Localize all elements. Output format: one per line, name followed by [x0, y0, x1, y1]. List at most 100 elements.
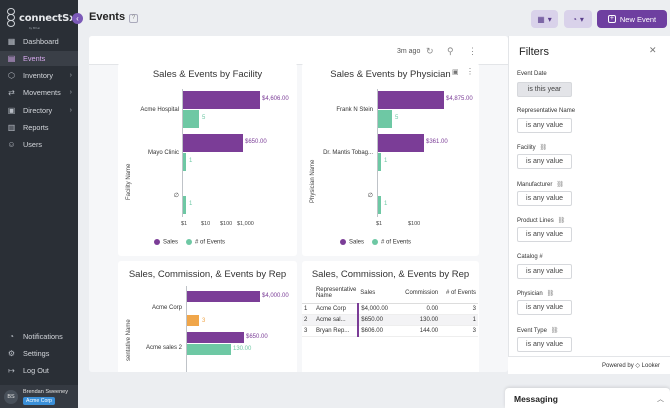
- sidebar-item-label: Inventory: [23, 71, 54, 80]
- data-label: $4,606.00: [262, 96, 289, 102]
- filter-icon[interactable]: ⚲: [447, 46, 454, 56]
- filter-catalog[interactable]: is any value: [517, 264, 572, 279]
- app-logo[interactable]: connectSx: [7, 7, 76, 29]
- chevron-down-icon: ▾: [547, 14, 552, 24]
- sidebar-item-notifications[interactable]: ◔ Notifications: [0, 329, 78, 344]
- data-label: 3: [202, 318, 206, 324]
- filter-label: Event Date: [517, 71, 547, 77]
- legend-events[interactable]: # of Events: [186, 239, 225, 246]
- data-label: $650.00: [246, 334, 268, 340]
- table-header[interactable]: Sales: [358, 283, 401, 304]
- chevron-up-icon[interactable]: ︿: [657, 396, 664, 403]
- bar-sales[interactable]: [183, 91, 260, 109]
- bar-sales[interactable]: [187, 332, 244, 343]
- inventory-icon: ⬡: [8, 71, 15, 80]
- sidebar-item-dashboard[interactable]: ▦ Dashboard: [0, 34, 78, 49]
- data-label: 130.00: [233, 346, 252, 352]
- messaging-widget[interactable]: Messaging ︿: [505, 388, 670, 408]
- table-cell: 130.00: [400, 314, 441, 326]
- category-label: ∅: [173, 193, 179, 199]
- close-icon[interactable]: ✕: [649, 45, 657, 55]
- x-tick: $10: [201, 221, 211, 227]
- legend-sales[interactable]: Sales: [340, 239, 364, 246]
- data-label: $650.00: [245, 139, 267, 145]
- bar-sales[interactable]: [183, 134, 243, 152]
- help-icon[interactable]: ?: [129, 14, 138, 23]
- filter-label: Representative Name: [517, 108, 576, 114]
- more-vertical-icon[interactable]: ⋮: [466, 67, 474, 76]
- sidebar-item-inventory[interactable]: ⬡ Inventory ›: [0, 68, 78, 83]
- bar-events[interactable]: [378, 196, 381, 214]
- legend-dot: [340, 239, 346, 245]
- table-row[interactable]: 1 Acme Corp $4,000.00 0.00 3: [302, 303, 478, 315]
- data-label: $4,000.00: [262, 293, 289, 299]
- powered-by-looker[interactable]: Powered by ◇ Looker: [602, 363, 660, 369]
- sidebar-item-reports[interactable]: ▥ Reports: [0, 120, 78, 135]
- filter-representative-name[interactable]: is any value: [517, 118, 572, 133]
- chart-menu-button[interactable]: ◔ ▾: [564, 10, 592, 28]
- bar-events[interactable]: [183, 110, 199, 128]
- sidebar-item-movements[interactable]: ⇄ Movements ›: [0, 85, 78, 100]
- filter-label: Physician: [517, 291, 543, 297]
- table-header[interactable]: Representative Name: [313, 283, 359, 304]
- legend-label: Sales: [349, 239, 365, 246]
- table-cell: Acme sal...: [313, 314, 359, 326]
- table-cell: $650.00: [357, 314, 401, 326]
- table-header[interactable]: Commission: [400, 283, 441, 304]
- link-icon: ⛓: [539, 145, 548, 151]
- sidebar-item-users[interactable]: ☺ Users: [0, 137, 78, 152]
- chart-title: Sales & Events by Facility: [152, 69, 263, 80]
- table-row[interactable]: 2 Acme sal... $650.00 130.00 1: [302, 314, 478, 326]
- filter-label: Catalog #: [517, 254, 543, 260]
- sidebar-item-label: Movements: [23, 88, 61, 97]
- sidebar-item-label: Reports: [23, 123, 49, 132]
- events-icon: ▤: [7, 54, 16, 63]
- avatar: BS: [4, 390, 18, 404]
- data-label: 5: [202, 115, 206, 121]
- sidebar-item-events[interactable]: ▤ Events: [0, 51, 78, 66]
- org-badge: Acme Corp: [23, 397, 55, 405]
- chart-card-facility: Sales & Events by Facility Facility Name…: [118, 63, 297, 256]
- sidebar-item-directory[interactable]: ▣ Directory ›: [0, 103, 78, 118]
- table-row[interactable]: 3 Bryan Rep... $606.00 144.00 3: [302, 325, 478, 337]
- dashboard-panel: 3m ago ↻ ⚲ ⋮ Sales & Events by Facility …: [89, 36, 508, 372]
- filter-manufacturer[interactable]: is any value: [517, 191, 572, 206]
- bar-commission[interactable]: [187, 315, 199, 326]
- sidebar-item-label: Users: [23, 140, 43, 149]
- legend-events[interactable]: # of Events: [372, 239, 411, 246]
- sidebar: connectSx by BV.ai ▦ Dashboard ▤ Events …: [0, 0, 78, 408]
- data-label: $4,875.00: [446, 96, 473, 102]
- data-label: 5: [395, 115, 399, 121]
- table-header[interactable]: # of Events: [440, 283, 478, 304]
- more-vertical-icon[interactable]: ⋮: [468, 46, 477, 56]
- legend-sales[interactable]: Sales: [154, 239, 178, 246]
- dashboard-toolbar: 3m ago ↻ ⚲ ⋮: [89, 36, 508, 65]
- view-toggle-button[interactable]: ▦ ▾: [531, 10, 558, 28]
- new-event-button[interactable]: + New Event: [597, 10, 667, 28]
- table-cell: 1: [440, 314, 478, 326]
- filter-product-lines[interactable]: is any value: [517, 227, 572, 242]
- bar-sales[interactable]: [378, 91, 444, 109]
- chart-title: Sales, Commission, & Events by Rep: [128, 269, 287, 280]
- bar-events[interactable]: [378, 110, 392, 128]
- chevron-right-icon: ›: [69, 107, 72, 114]
- filter-physician[interactable]: is any value: [517, 300, 572, 315]
- filter-event-date[interactable]: is this year: [517, 82, 572, 97]
- y-axis-line: [186, 286, 187, 372]
- collapse-sidebar-button[interactable]: ‹: [72, 13, 83, 24]
- user-profile[interactable]: BS Brendan Sweeney Acme Corp: [0, 385, 78, 408]
- brand-subtitle: by BV.ai: [29, 26, 40, 30]
- bar-sales[interactable]: [378, 134, 424, 152]
- refresh-icon[interactable]: ↻: [426, 46, 434, 56]
- filter-label-row: Event Type ⛓: [517, 327, 559, 334]
- sidebar-item-label: Notifications: [23, 332, 63, 341]
- bar-commission[interactable]: [187, 344, 231, 355]
- filter-facility[interactable]: is any value: [517, 154, 572, 169]
- bar-sales[interactable]: [187, 291, 260, 302]
- sidebar-item-logout[interactable]: ↦ Log Out: [0, 363, 78, 378]
- sidebar-item-settings[interactable]: ⚙ Settings: [0, 346, 78, 361]
- bar-events[interactable]: [183, 153, 186, 171]
- bar-events[interactable]: [378, 153, 381, 171]
- filter-event-type[interactable]: is any value: [517, 337, 572, 352]
- bar-events[interactable]: [183, 196, 186, 214]
